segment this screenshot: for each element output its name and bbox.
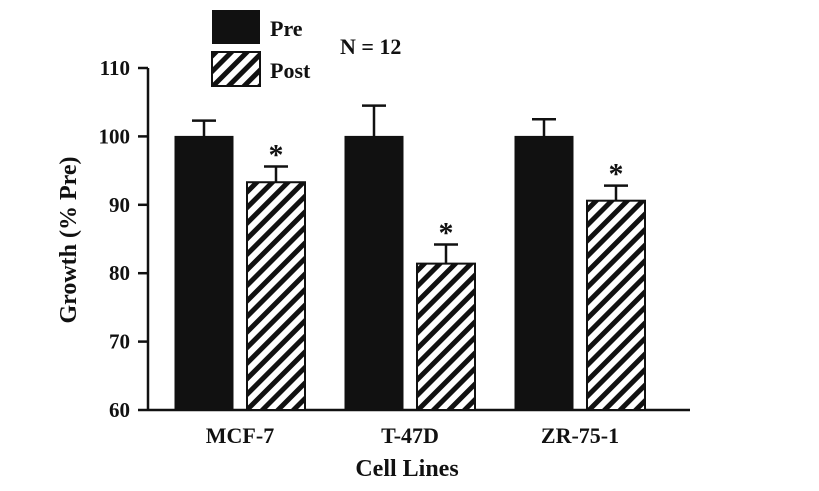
x-tick-label: ZR-75-1 [541, 423, 619, 448]
y-tick-label: 90 [109, 193, 130, 217]
bar-pre-mcf-7 [174, 135, 234, 411]
significance-marker: * [269, 138, 284, 171]
x-tick-labels: MCF-7 T-47D ZR-75-1 [206, 423, 619, 448]
bar-post-zr-75-1 [586, 199, 646, 411]
significance-marker: * [609, 158, 624, 191]
bar-post-t-47d [416, 262, 476, 411]
legend-swatch-pre [212, 10, 260, 44]
y-tick-label: 70 [109, 330, 130, 354]
legend-label-pre: Pre [270, 16, 303, 41]
y-ticks: 60 70 80 90 100 110 [99, 56, 148, 422]
y-axis-title: Growth (% Pre) [56, 156, 82, 323]
y-tick-label: 80 [109, 261, 130, 285]
significance-marker: * [439, 216, 454, 249]
x-tick-label: T-47D [381, 423, 439, 448]
x-axis-title: Cell Lines [355, 456, 458, 482]
bar-pre-t-47d [344, 135, 404, 411]
y-tick-label: 100 [99, 124, 131, 148]
legend: Pre Post [211, 10, 311, 87]
y-tick-label: 110 [100, 56, 130, 80]
y-tick-label: 60 [109, 398, 130, 422]
x-tick-label: MCF-7 [206, 423, 274, 448]
bar-post-mcf-7 [246, 181, 306, 411]
bars: * * * [174, 104, 646, 411]
legend-label-post: Post [270, 58, 311, 83]
legend-swatch-post [211, 51, 261, 87]
sample-size-annotation: N = 12 [340, 34, 401, 59]
bar-pre-zr-75-1 [514, 135, 574, 411]
